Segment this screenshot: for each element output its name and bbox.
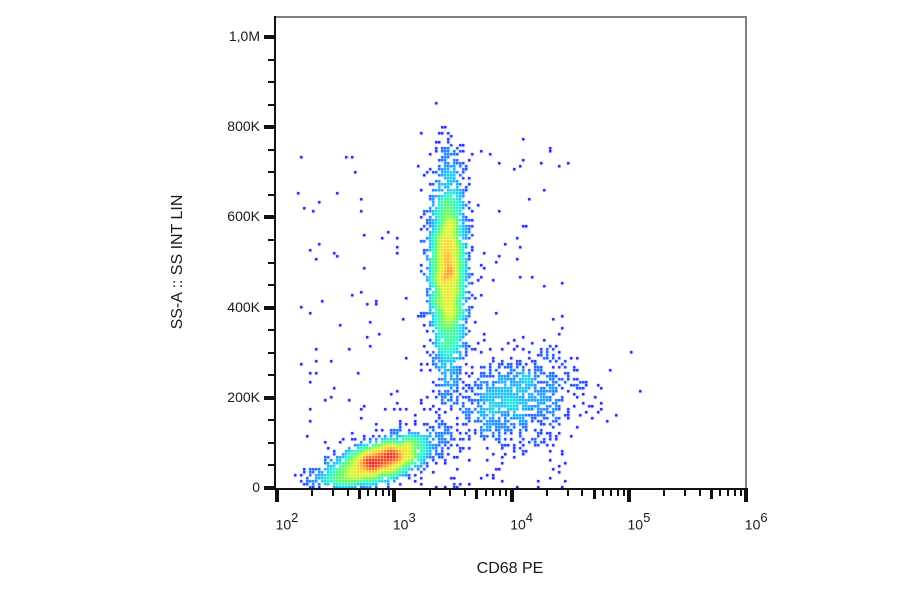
- x-minor-tick: [733, 490, 736, 496]
- x-tick-label: 102: [275, 510, 299, 533]
- x-minor-tick: [609, 490, 612, 496]
- x-minor-tick: [566, 490, 569, 496]
- y-tick-label: 600K: [227, 208, 260, 225]
- x-minor-tick: [581, 490, 584, 496]
- x-minor-tick: [505, 490, 508, 496]
- y-minor-tick: [268, 238, 274, 241]
- x-tick-label: 103: [392, 510, 416, 533]
- y-major-tick: [264, 395, 274, 400]
- x-tick-label: 104: [510, 510, 533, 533]
- y-minor-tick: [268, 193, 274, 196]
- x-minor-tick: [387, 490, 390, 496]
- x-minor-tick: [428, 490, 431, 496]
- x-minor-tick: [346, 490, 349, 496]
- x-major-tick: [392, 490, 397, 502]
- x-major-tick: [275, 490, 279, 502]
- x-minor-tick: [622, 490, 625, 496]
- x-minor-tick: [592, 490, 596, 499]
- x-minor-tick: [381, 490, 384, 496]
- y-minor-tick: [268, 103, 274, 106]
- x-minor-tick: [545, 490, 548, 496]
- y-minor-tick: [268, 58, 274, 61]
- x-axis-title: CD68 PE: [476, 560, 544, 577]
- x-tick-label: 105: [627, 510, 651, 533]
- y-minor-tick: [268, 284, 274, 287]
- y-tick-label: 0: [252, 479, 260, 495]
- x-minor-tick: [616, 490, 619, 496]
- x-minor-tick: [331, 490, 334, 496]
- x-minor-tick: [727, 490, 730, 496]
- y-minor-tick: [268, 419, 274, 422]
- x-minor-tick: [367, 490, 370, 496]
- x-tick-label: 106: [744, 510, 768, 533]
- y-minor-tick: [268, 441, 274, 444]
- x-minor-tick: [719, 490, 722, 496]
- y-minor-tick: [268, 374, 274, 377]
- x-minor-tick: [357, 490, 361, 499]
- x-minor-tick: [739, 490, 742, 496]
- y-minor-tick: [268, 351, 274, 354]
- y-major-tick: [264, 35, 274, 39]
- y-minor-tick: [268, 81, 274, 84]
- x-minor-tick: [492, 490, 495, 496]
- x-minor-tick: [683, 490, 686, 496]
- x-minor-tick: [499, 490, 502, 496]
- x-minor-tick: [663, 490, 666, 496]
- y-minor-tick: [268, 261, 274, 264]
- x-minor-tick: [449, 490, 452, 496]
- x-minor-tick: [698, 490, 701, 496]
- x-minor-tick: [463, 490, 466, 496]
- y-minor-tick: [268, 329, 274, 332]
- x-minor-tick: [375, 490, 378, 496]
- x-minor-tick: [601, 490, 604, 496]
- scatter-density-plot: [276, 18, 746, 488]
- x-minor-tick: [475, 490, 479, 499]
- y-major-tick: [264, 125, 274, 130]
- y-minor-tick: [268, 171, 274, 174]
- y-minor-tick: [268, 148, 274, 151]
- x-major-tick: [626, 490, 631, 502]
- x-major-tick: [509, 490, 514, 502]
- y-tick-label: 400K: [227, 298, 260, 315]
- x-minor-tick: [709, 490, 713, 499]
- y-axis-line: [274, 16, 276, 490]
- y-tick-label: 800K: [227, 118, 260, 135]
- x-minor-tick: [484, 490, 487, 496]
- x-minor-tick: [311, 490, 314, 496]
- y-tick-label: 1,0M: [228, 28, 260, 44]
- y-tick-label: 200K: [227, 388, 260, 405]
- y-axis-title: SS-A :: SS INT LIN: [169, 194, 186, 330]
- y-minor-tick: [268, 464, 274, 467]
- y-major-tick: [264, 486, 274, 490]
- x-axis-line: [274, 488, 748, 490]
- plot-area: [275, 16, 747, 488]
- y-major-tick: [264, 305, 274, 310]
- x-major-tick: [744, 490, 749, 502]
- y-major-tick: [264, 215, 274, 220]
